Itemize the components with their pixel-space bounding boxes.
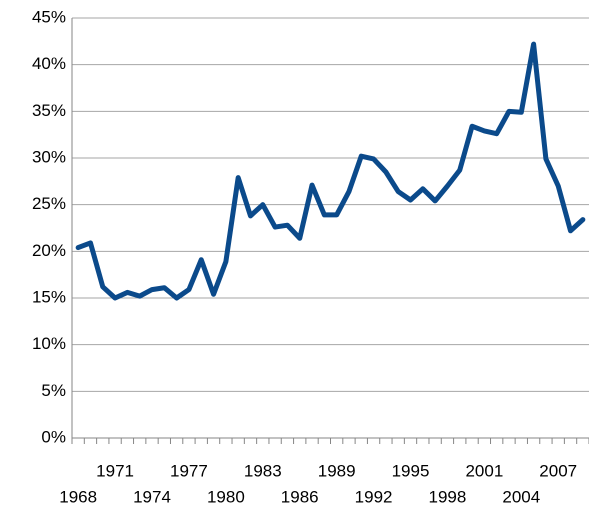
- x-tick-label: 1980: [207, 487, 245, 506]
- y-tick-label: 15%: [32, 287, 66, 306]
- x-tick-label: 1998: [429, 487, 467, 506]
- x-tick-label: 1971: [96, 461, 134, 480]
- y-tick-label: 10%: [32, 334, 66, 353]
- x-tick-label: 1977: [170, 461, 208, 480]
- x-tick-label: 1995: [392, 461, 430, 480]
- x-tick-label: 2007: [539, 461, 577, 480]
- x-tick-label: 1968: [59, 487, 97, 506]
- x-tick-label: 1983: [244, 461, 282, 480]
- x-tick-label: 1989: [318, 461, 356, 480]
- x-tick-label: 2001: [465, 461, 503, 480]
- y-tick-label: 25%: [32, 194, 66, 213]
- y-tick-label: 20%: [32, 241, 66, 260]
- x-tick-label: 1986: [281, 487, 319, 506]
- y-tick-label: 45%: [32, 7, 66, 26]
- x-tick-label: 1974: [133, 487, 171, 506]
- x-tick-label: 1992: [355, 487, 393, 506]
- y-tick-label: 30%: [32, 147, 66, 166]
- y-tick-label: 35%: [32, 101, 66, 120]
- y-tick-label: 0%: [41, 427, 66, 446]
- y-tick-label: 5%: [41, 381, 66, 400]
- y-tick-label: 40%: [32, 54, 66, 73]
- x-tick-label: 2004: [502, 487, 540, 506]
- data-line: [75, 41, 586, 301]
